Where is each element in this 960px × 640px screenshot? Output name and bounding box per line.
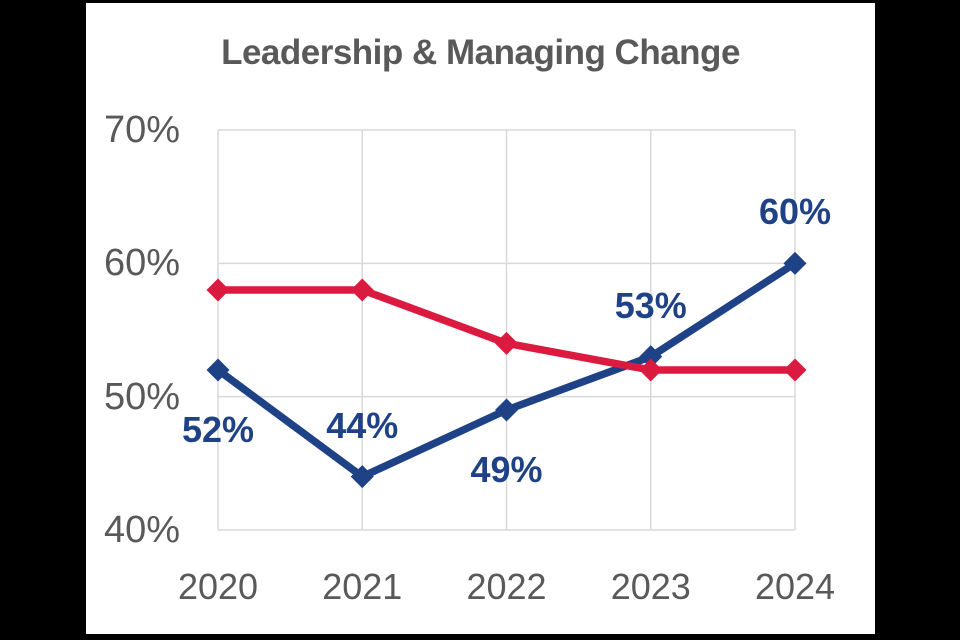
data-point-marker-blue: [350, 465, 374, 489]
data-point-marker-red: [639, 358, 663, 382]
data-point-marker-red: [783, 358, 807, 382]
data-point-label: 53%: [614, 284, 687, 326]
y-axis-tick-label: 70%: [103, 109, 180, 151]
data-point-marker-red: [350, 278, 374, 302]
x-axis-tick-label: 2021: [322, 566, 403, 607]
chart-title: Leadership & Managing Change: [221, 33, 740, 72]
data-point-marker-blue: [783, 251, 807, 275]
x-axis-tick-label: 2024: [754, 566, 836, 607]
data-point-marker-blue: [495, 398, 518, 422]
data-point-label: 44%: [326, 404, 399, 446]
data-point-marker-red: [495, 331, 518, 355]
y-axis-tick-label: 40%: [103, 509, 180, 551]
x-axis-tick-label: 2020: [177, 566, 259, 607]
line-chart: [206, 129, 807, 531]
y-axis-tick-label: 60%: [103, 242, 180, 285]
x-axis-tick-label: 2023: [610, 566, 691, 607]
data-point-label: 49%: [470, 449, 543, 490]
x-axis-tick-label: 2022: [466, 566, 547, 607]
data-point-label: 60%: [758, 191, 832, 233]
chart-card: Leadership & Managing Change 70% 60% 50% 40…: [86, 3, 875, 634]
data-point-marker-blue: [639, 345, 663, 369]
data-point-marker-red: [206, 278, 230, 302]
data-point-label: 52%: [181, 409, 255, 450]
y-axis-tick-label: 50%: [103, 375, 180, 418]
data-point-marker-blue: [206, 358, 230, 382]
